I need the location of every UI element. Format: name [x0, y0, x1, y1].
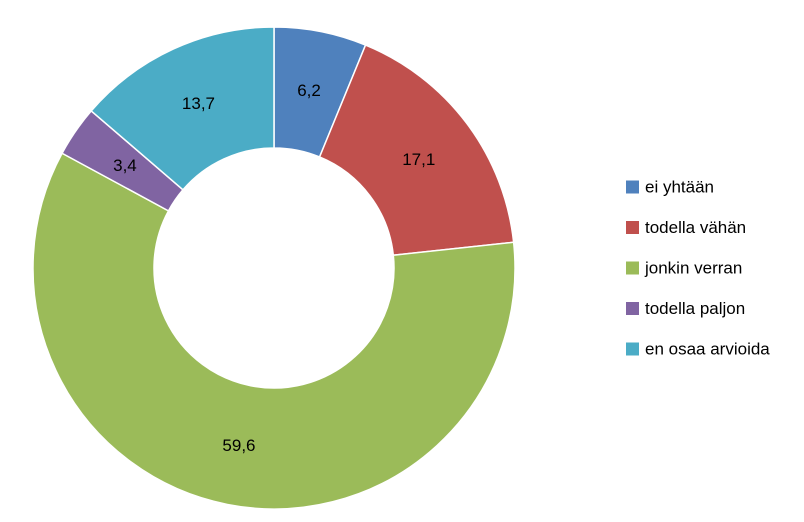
- data-label-jonkin-verran: 59,6: [222, 436, 255, 455]
- legend-swatch-ei-yhtaan: [626, 180, 639, 194]
- chart-slices: [32, 26, 516, 510]
- legend-label-todella-paljon: todella paljon: [645, 299, 745, 318]
- slice-en-osaa-arvioida: [90, 26, 275, 191]
- chart-data-labels: 6,2 17,1 59,6 3,4 13,7: [113, 81, 435, 455]
- data-label-todella-vahan: 17,1: [402, 150, 435, 169]
- data-label-en-osaa-arvioida: 13,7: [182, 94, 215, 113]
- data-label-todella-paljon: 3,4: [113, 156, 137, 175]
- legend-swatch-jonkin-verran: [626, 261, 639, 275]
- legend-label-ei-yhtaan: ei yhtään: [645, 178, 714, 197]
- legend-label-jonkin-verran: jonkin verran: [644, 259, 742, 278]
- slice-jonkin-verran: [32, 152, 516, 510]
- data-label-ei-yhtaan: 6,2: [297, 81, 321, 100]
- legend-swatch-todella-vahan: [626, 221, 639, 234]
- legend-label-todella-vahan: todella vähän: [645, 218, 746, 237]
- legend-label-en-osaa-arvioida: en osaa arvioida: [645, 340, 770, 359]
- slice-todella-vahan: [318, 44, 515, 257]
- legend-swatch-en-osaa-arvioida: [626, 342, 639, 356]
- legend-swatch-todella-paljon: [626, 302, 639, 315]
- chart-legend: ei yhtään todella vähän jonkin verran todel…: [626, 178, 770, 359]
